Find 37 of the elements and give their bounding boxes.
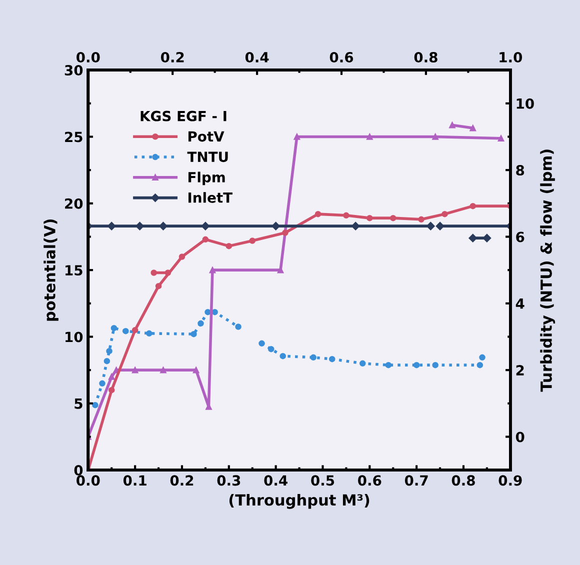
legend-label: PotV <box>188 131 224 142</box>
x2-tick-label: 0.4 <box>245 52 269 63</box>
y2-tick-label: 4 <box>516 298 524 309</box>
x-tick-label: 0.6 <box>358 475 382 486</box>
y2-axis-title: Turbidity (NTU) & flow (lpm) <box>540 150 556 392</box>
x-tick-label: 0.2 <box>170 475 194 486</box>
y-axis-title: potential(V) <box>44 219 58 321</box>
y2-tick-label: 2 <box>516 365 524 376</box>
legend-title: KGS EGF - I <box>140 110 226 122</box>
x2-tick-label: 0.0 <box>76 52 100 63</box>
x-tick-label: 0.1 <box>123 475 146 486</box>
x-tick-label: 0.8 <box>452 475 475 486</box>
y-tick-label: 10 <box>66 332 83 342</box>
y2-tick-label: 10 <box>516 98 534 109</box>
y2-tick-label: 8 <box>516 165 524 176</box>
x2-tick-label: 0.2 <box>160 52 184 63</box>
y-tick-label: 15 <box>66 265 82 276</box>
y-tick-label: 20 <box>65 198 83 209</box>
x-tick-label: 0.3 <box>217 475 240 486</box>
legend-label: TNTU <box>187 152 228 162</box>
y-tick-label: 25 <box>65 132 82 142</box>
x-tick-label: 0.4 <box>264 475 288 486</box>
y-tick-label: 0 <box>74 465 83 476</box>
x-axis-title: (Throughput M³) <box>229 494 370 509</box>
x-tick-label: 0.7 <box>404 475 428 486</box>
x-tick-label: 0.9 <box>498 475 522 486</box>
y2-tick-label: 0 <box>516 432 524 442</box>
x2-tick-label: 0.6 <box>330 52 354 63</box>
y-tick-label: 30 <box>64 65 83 76</box>
y-tick-label: 5 <box>74 398 82 409</box>
legend-label: Flpm <box>188 172 225 186</box>
x2-tick-label: 0.8 <box>414 52 438 63</box>
x-tick-label: 0.0 <box>76 475 100 486</box>
y2-tick-label: 6 <box>516 232 524 242</box>
x-tick-label: 0.5 <box>311 475 334 486</box>
x2-tick-label: 1.0 <box>500 52 522 63</box>
legend-label: InletT <box>188 192 232 203</box>
